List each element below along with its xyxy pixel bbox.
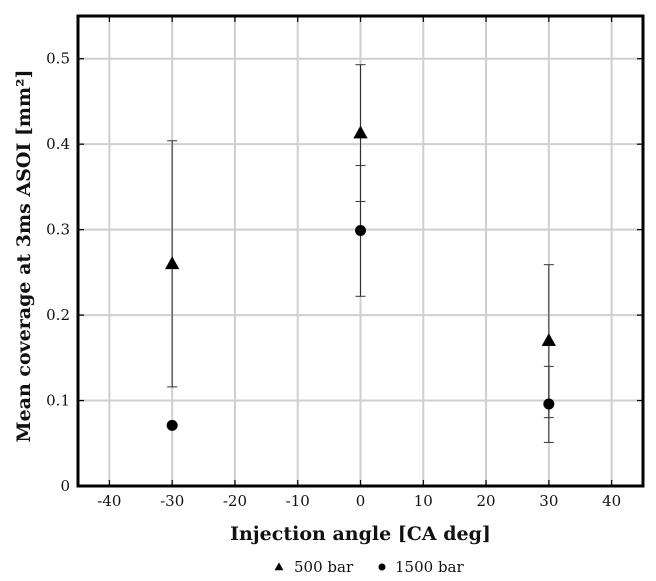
legend-circle-icon — [378, 563, 386, 571]
triangle-marker — [353, 125, 368, 139]
y-tick-label: 0.4 — [46, 135, 70, 153]
x-tick-labels: -40 -30 -20 -10 0 10 20 30 40 — [97, 492, 621, 510]
circle-marker — [355, 224, 366, 236]
x-tick-label: 30 — [539, 492, 558, 510]
circle-marker — [543, 398, 555, 410]
y-tick-label: 0.2 — [46, 306, 70, 324]
x-tick-label: 0 — [356, 492, 366, 510]
y-tick-label: 0 — [60, 477, 70, 495]
markers — [165, 125, 556, 431]
triangle-marker — [541, 333, 556, 346]
legend-label: 500 bar — [294, 558, 354, 576]
legend-triangle-icon — [274, 562, 284, 571]
ticks — [78, 16, 643, 487]
y-tick-label: 0.3 — [46, 221, 70, 239]
x-tick-label: -40 — [97, 492, 121, 510]
x-tick-label: -20 — [223, 492, 247, 510]
legend-label: 1500 bar — [395, 558, 464, 576]
triangle-marker — [165, 256, 180, 270]
x-tick-label: 10 — [414, 492, 433, 510]
legend: 500 bar 1500 bar — [274, 558, 464, 576]
y-axis-label: Mean coverage at 3ms ASOI [mm²] — [13, 70, 35, 443]
circle-marker — [166, 419, 178, 431]
x-tick-label: -30 — [160, 492, 184, 510]
y-tick-label: 0.1 — [46, 392, 70, 410]
y-tick-label: 0.5 — [46, 50, 70, 68]
x-tick-label: 20 — [477, 492, 496, 510]
x-tick-label: 40 — [602, 492, 621, 510]
y-tick-labels: 0 0.1 0.2 0.3 0.4 0.5 — [46, 50, 70, 495]
x-tick-label: -10 — [286, 492, 310, 510]
x-axis-label: Injection angle [CA deg] — [230, 523, 491, 545]
